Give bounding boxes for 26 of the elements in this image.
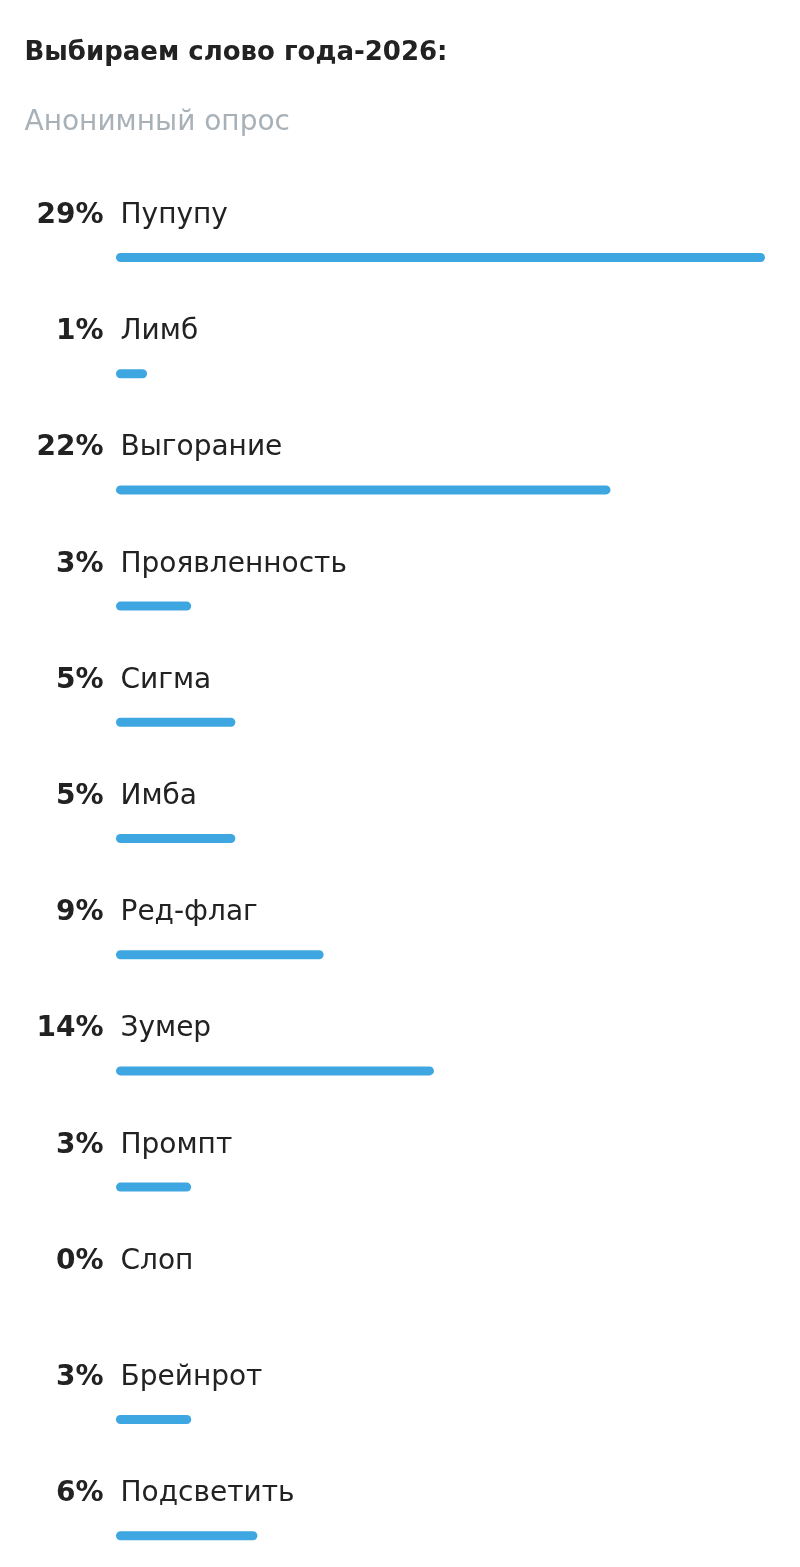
y-tick-label: Зумер (120, 1010, 212, 1044)
y-tick-label: Слоп (120, 1242, 194, 1276)
y-tick-label: Выгорание (120, 429, 283, 463)
data-label: 22% (36, 429, 104, 463)
data-label: 5% (55, 778, 104, 811)
y-tick-label: Лимб (120, 313, 199, 347)
data-label: 5% (55, 661, 104, 695)
y-tick-label: Пупупу (120, 197, 228, 230)
y-tick-label: Брейнрот (120, 1359, 263, 1392)
data-label: 6% (55, 1475, 104, 1509)
data-label: 3% (55, 1126, 104, 1160)
y-tick-label: Проявленность (120, 545, 347, 579)
y-tick-label: Подсветить (120, 1475, 295, 1509)
chart-title: Выбираем слово года-2026: (24, 35, 448, 66)
data-label: 14% (36, 1010, 104, 1044)
data-label: 0% (55, 1242, 104, 1276)
y-tick-label: Имба (120, 778, 197, 811)
data-label: 9% (55, 894, 104, 928)
y-tick-label: Промпт (120, 1126, 233, 1160)
data-label: 3% (55, 545, 104, 579)
y-tick-label: Ред-флаг (120, 894, 258, 928)
data-label: 3% (55, 1359, 104, 1392)
y-tick-label: Сигма (120, 661, 212, 695)
chart-subtitle: Анонимный опрос (24, 104, 290, 137)
data-label: 1% (55, 313, 104, 347)
data-label: 29% (36, 197, 104, 230)
